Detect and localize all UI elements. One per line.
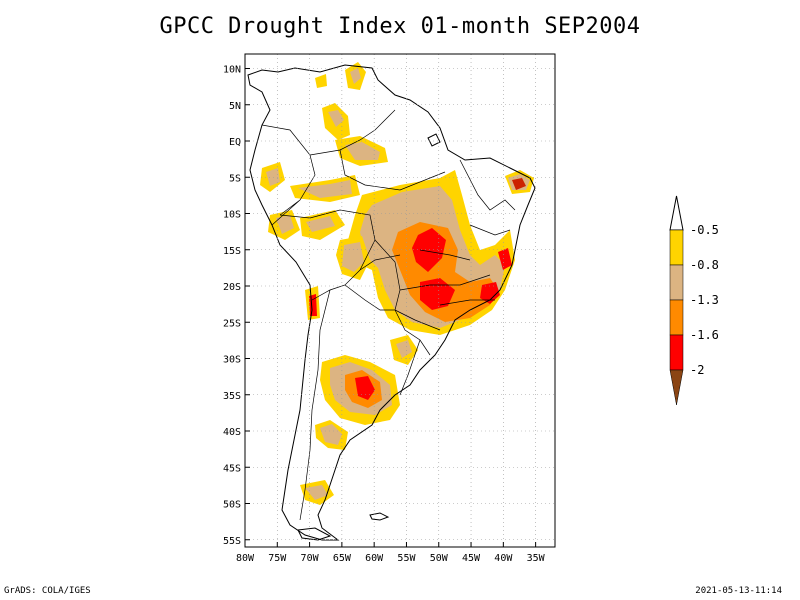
x-tick-label: 40W (494, 553, 513, 564)
drought-shading (260, 62, 534, 505)
y-tick-label: 10S (223, 210, 241, 221)
y-tick-label: 25S (223, 318, 241, 329)
footer-credit: GrADS: COLA/IGES (4, 586, 91, 596)
drought-patch-paraguay-core (396, 340, 412, 358)
drought-patch-east-coast-red (498, 248, 512, 270)
plot-frame (244, 53, 556, 548)
drought-patch-central-brazil-red2 (420, 278, 455, 310)
y-tick-label: 40S (223, 427, 241, 438)
drought-patch-amazon-central-core (298, 180, 352, 198)
x-tick-label: 80W (236, 553, 255, 564)
drought-patch-north-west (315, 74, 327, 88)
legend-box-yellow (669, 229, 684, 266)
axis-ticks (244, 68, 537, 547)
x-tick-label: 70W (301, 553, 320, 564)
legend-label: -1.3 (690, 293, 719, 307)
drought-patch-colombia-core (328, 110, 344, 127)
drought-patch-venezuela-core (350, 68, 361, 84)
continent-outline (247, 64, 536, 541)
y-tick-label: 30S (223, 355, 241, 366)
legend-box-red (669, 334, 684, 371)
drought-patch-patagonia-south-core (305, 485, 328, 500)
drought-patch-peru-core (276, 215, 294, 234)
x-tick-label: 55W (397, 553, 416, 564)
tierra-del-fuego (297, 527, 332, 541)
y-tick-label: 5N (229, 101, 241, 112)
drought-patch-central-brazil-red3 (480, 282, 500, 304)
map-title: GPCC Drought Index 01-month SEP2004 (159, 14, 641, 39)
falkland-islands (369, 512, 390, 521)
legend-triangle-top (669, 195, 684, 231)
legend-box-tan (669, 264, 684, 301)
marajo-island (427, 133, 441, 147)
x-axis-labels: 80W 75W 70W 65W 60W 55W 50W 45W 40W 35W (236, 553, 546, 564)
y-tick-label: EQ (229, 137, 241, 148)
y-tick-label: 5S (229, 173, 241, 184)
x-tick-label: 50W (430, 553, 449, 564)
y-tick-label: 15S (223, 246, 241, 257)
drought-patch-northeast-red (512, 178, 526, 190)
x-tick-label: 75W (268, 553, 287, 564)
coastline (247, 64, 536, 541)
footer-timestamp: 2021-05-13-11:14 (695, 586, 782, 596)
legend-label: -1.6 (690, 328, 719, 342)
y-tick-label: 55S (223, 536, 241, 547)
drought-patch-patagonia-north-core (320, 424, 342, 445)
legend-label: -0.5 (690, 223, 719, 237)
color-legend: -0.5 -0.8 -1.3 -1.6 -2 (669, 195, 719, 406)
drought-patch-guiana-core (345, 142, 380, 160)
drought-patch-argentina-red (355, 376, 375, 400)
y-tick-label: 35S (223, 391, 241, 402)
x-tick-label: 60W (365, 553, 384, 564)
y-tick-label: 45S (223, 463, 241, 474)
y-tick-label: 20S (223, 282, 241, 293)
drought-patch-chile-north-red (309, 294, 317, 316)
y-tick-label: 50S (223, 500, 241, 511)
x-tick-label: 35W (527, 553, 546, 564)
x-tick-label: 65W (333, 553, 352, 564)
y-tick-label: 10N (223, 65, 241, 76)
country-borders (261, 109, 516, 521)
drought-patch-peru-east-core (306, 216, 335, 232)
legend-triangle-bottom (669, 369, 684, 406)
x-tick-label: 45W (462, 553, 481, 564)
y-axis-labels: 10N 5N EQ 5S 10S 15S 20S 25S 30S 35S 40S 45S 50S 55S (223, 65, 241, 547)
legend-box-orange (669, 299, 684, 336)
drought-patch-bolivia-core (342, 242, 364, 272)
legend-label: -2 (690, 363, 704, 377)
legend-label: -0.8 (690, 258, 719, 272)
